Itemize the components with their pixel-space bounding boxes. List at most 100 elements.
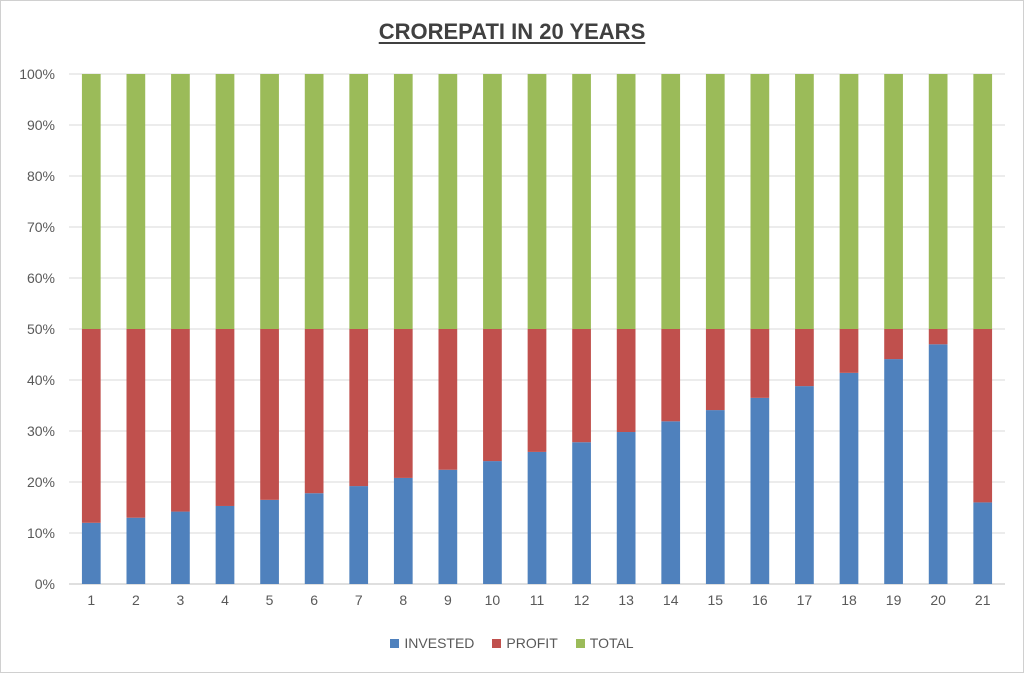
bar-total-16 bbox=[750, 74, 770, 329]
bar-total-12 bbox=[572, 74, 591, 329]
bar-invested-6 bbox=[304, 493, 324, 584]
bar-profit-10 bbox=[483, 329, 502, 462]
x-tick-label: 12 bbox=[574, 592, 590, 608]
bar-invested-19 bbox=[884, 359, 903, 584]
bar-profit-2 bbox=[126, 329, 146, 518]
bar-invested-16 bbox=[750, 397, 770, 584]
bar-invested-3 bbox=[171, 511, 190, 584]
x-tick-label: 5 bbox=[266, 592, 274, 608]
bar-profit-16 bbox=[750, 329, 770, 398]
bar-profit-5 bbox=[260, 329, 279, 500]
bar-total-7 bbox=[349, 74, 369, 329]
bar-profit-18 bbox=[839, 329, 859, 373]
y-tick-label: 100% bbox=[19, 66, 55, 82]
bar-invested-20 bbox=[928, 344, 948, 584]
bar-total-1 bbox=[81, 74, 101, 329]
bar-profit-14 bbox=[661, 329, 681, 422]
bar-total-19 bbox=[884, 74, 903, 329]
bar-invested-4 bbox=[215, 505, 235, 584]
bar-total-9 bbox=[438, 74, 458, 329]
x-tick-label: 13 bbox=[618, 592, 634, 608]
bar-profit-6 bbox=[304, 329, 324, 494]
x-tick-label: 10 bbox=[485, 592, 501, 608]
bar-total-8 bbox=[393, 74, 413, 329]
y-tick-label: 20% bbox=[27, 474, 55, 490]
bar-profit-13 bbox=[616, 329, 636, 433]
bar-profit-20 bbox=[928, 329, 948, 345]
y-tick-label: 50% bbox=[27, 321, 55, 337]
y-tick-label: 10% bbox=[27, 525, 55, 541]
bar-total-5 bbox=[260, 74, 279, 329]
bar-invested-2 bbox=[126, 517, 146, 584]
bar-total-20 bbox=[928, 74, 948, 329]
x-tick-label: 3 bbox=[177, 592, 185, 608]
x-tick-label: 6 bbox=[310, 592, 318, 608]
y-tick-label: 30% bbox=[27, 423, 55, 439]
bar-profit-12 bbox=[572, 329, 591, 443]
bar-invested-8 bbox=[393, 477, 413, 584]
bar-total-4 bbox=[215, 74, 235, 329]
x-tick-label: 4 bbox=[221, 592, 229, 608]
legend-swatch bbox=[492, 638, 502, 648]
bar-profit-9 bbox=[438, 329, 458, 470]
bar-profit-21 bbox=[973, 329, 993, 503]
bar-total-17 bbox=[795, 74, 814, 329]
bar-profit-7 bbox=[349, 329, 369, 487]
bar-invested-13 bbox=[616, 432, 636, 584]
bar-total-13 bbox=[616, 74, 636, 329]
legend-item-profit: PROFIT bbox=[492, 635, 558, 651]
bar-invested-15 bbox=[705, 410, 725, 584]
legend-label: INVESTED bbox=[404, 635, 475, 651]
x-tick-label: 2 bbox=[132, 592, 140, 608]
bar-total-18 bbox=[839, 74, 859, 329]
legend-label: TOTAL bbox=[589, 635, 634, 651]
x-tick-label: 21 bbox=[975, 592, 991, 608]
legend-label: PROFIT bbox=[506, 635, 558, 651]
bar-invested-14 bbox=[661, 421, 681, 584]
y-tick-label: 40% bbox=[27, 372, 55, 388]
y-tick-label: 60% bbox=[27, 270, 55, 286]
bar-invested-12 bbox=[572, 442, 591, 584]
bar-profit-8 bbox=[393, 329, 413, 478]
bar-invested-7 bbox=[349, 486, 369, 584]
bar-profit-1 bbox=[81, 329, 101, 523]
legend-swatch bbox=[390, 638, 400, 648]
x-tick-label: 17 bbox=[797, 592, 813, 608]
bar-total-14 bbox=[661, 74, 681, 329]
x-tick-label: 1 bbox=[87, 592, 95, 608]
legend-item-invested: INVESTED bbox=[390, 635, 474, 651]
bar-invested-1 bbox=[81, 522, 101, 584]
bar-total-21 bbox=[973, 74, 993, 329]
x-tick-label: 9 bbox=[444, 592, 452, 608]
x-tick-label: 7 bbox=[355, 592, 363, 608]
y-tick-label: 0% bbox=[35, 576, 55, 592]
bar-invested-10 bbox=[483, 461, 502, 584]
bar-total-2 bbox=[126, 74, 146, 329]
chart-title: CROREPATI IN 20 YEARS bbox=[378, 19, 646, 44]
bar-invested-18 bbox=[839, 372, 859, 584]
bar-profit-11 bbox=[527, 329, 547, 452]
x-tick-label: 16 bbox=[752, 592, 768, 608]
bar-profit-15 bbox=[705, 329, 725, 411]
y-tick-label: 90% bbox=[27, 117, 55, 133]
bar-total-10 bbox=[483, 74, 502, 329]
bar-profit-4 bbox=[215, 329, 235, 506]
bar-invested-21 bbox=[973, 502, 993, 584]
bar-profit-17 bbox=[795, 329, 814, 387]
x-tick-label: 14 bbox=[663, 592, 679, 608]
bar-profit-19 bbox=[884, 329, 903, 360]
bar-invested-5 bbox=[260, 499, 279, 584]
bar-total-3 bbox=[171, 74, 190, 329]
bar-invested-17 bbox=[795, 386, 814, 584]
bar-total-6 bbox=[304, 74, 324, 329]
y-tick-label: 80% bbox=[27, 168, 55, 184]
bar-total-15 bbox=[705, 74, 725, 329]
chart-legend: INVESTED PROFIT TOTAL bbox=[1, 635, 1023, 651]
x-tick-label: 15 bbox=[707, 592, 723, 608]
x-tick-label: 20 bbox=[930, 592, 946, 608]
legend-item-total: TOTAL bbox=[575, 635, 634, 651]
x-tick-label: 18 bbox=[841, 592, 857, 608]
y-tick-label: 70% bbox=[27, 219, 55, 235]
bar-profit-3 bbox=[171, 329, 190, 512]
